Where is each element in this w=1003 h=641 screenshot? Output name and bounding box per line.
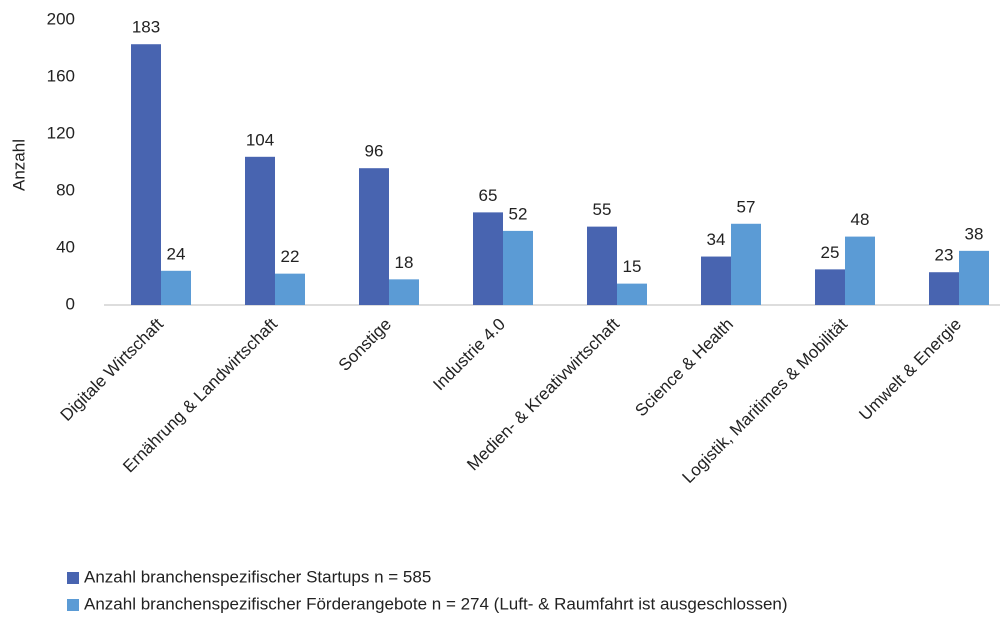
data-label: 183	[132, 18, 160, 37]
bar	[845, 236, 875, 305]
x-tick-label: Industrie 4.0	[429, 315, 509, 395]
data-label: 96	[365, 142, 384, 161]
bar	[473, 212, 503, 305]
data-label: 48	[851, 210, 870, 229]
bar	[245, 156, 275, 305]
x-tick-label: Sonstige	[335, 315, 395, 375]
bar	[359, 168, 389, 305]
bar	[503, 230, 533, 305]
y-tick-label: 200	[47, 9, 75, 28]
legend-swatch	[67, 599, 79, 611]
bar	[587, 226, 617, 305]
data-label: 104	[246, 130, 274, 149]
bar	[131, 44, 161, 305]
bar	[275, 273, 305, 305]
data-label: 65	[479, 186, 498, 205]
x-tick-label: Science & Health	[631, 315, 737, 421]
bar	[617, 283, 647, 305]
y-axis-label: Anzahl	[9, 139, 28, 191]
data-label: 23	[935, 246, 954, 265]
data-label: 34	[707, 230, 726, 249]
y-tick-label: 0	[66, 294, 75, 313]
legend-swatch	[67, 572, 79, 584]
bar	[701, 256, 731, 305]
data-label: 22	[281, 247, 300, 266]
bar	[389, 279, 419, 305]
legend-label: Anzahl branchenspezifischer Förderangebo…	[84, 594, 788, 613]
bar	[731, 223, 761, 305]
data-label: 24	[167, 244, 186, 263]
legend-label: Anzahl branchenspezifischer Startups n =…	[84, 567, 431, 586]
bar	[929, 272, 959, 305]
y-tick-label: 80	[56, 180, 75, 199]
data-label: 52	[509, 204, 528, 223]
x-tick-label: Umwelt & Energie	[855, 315, 965, 425]
data-label: 38	[965, 224, 984, 243]
data-label: 15	[623, 257, 642, 276]
bar	[161, 270, 191, 305]
y-tick-label: 120	[47, 123, 75, 142]
bar	[815, 269, 845, 305]
bar	[959, 250, 989, 305]
data-label: 57	[737, 197, 756, 216]
data-label: 55	[593, 200, 612, 219]
data-label: 18	[395, 253, 414, 272]
y-tick-label: 40	[56, 237, 75, 256]
x-tick-label: Digitale Wirtschaft	[57, 314, 167, 424]
data-label: 25	[821, 243, 840, 262]
y-tick-label: 160	[47, 66, 75, 85]
